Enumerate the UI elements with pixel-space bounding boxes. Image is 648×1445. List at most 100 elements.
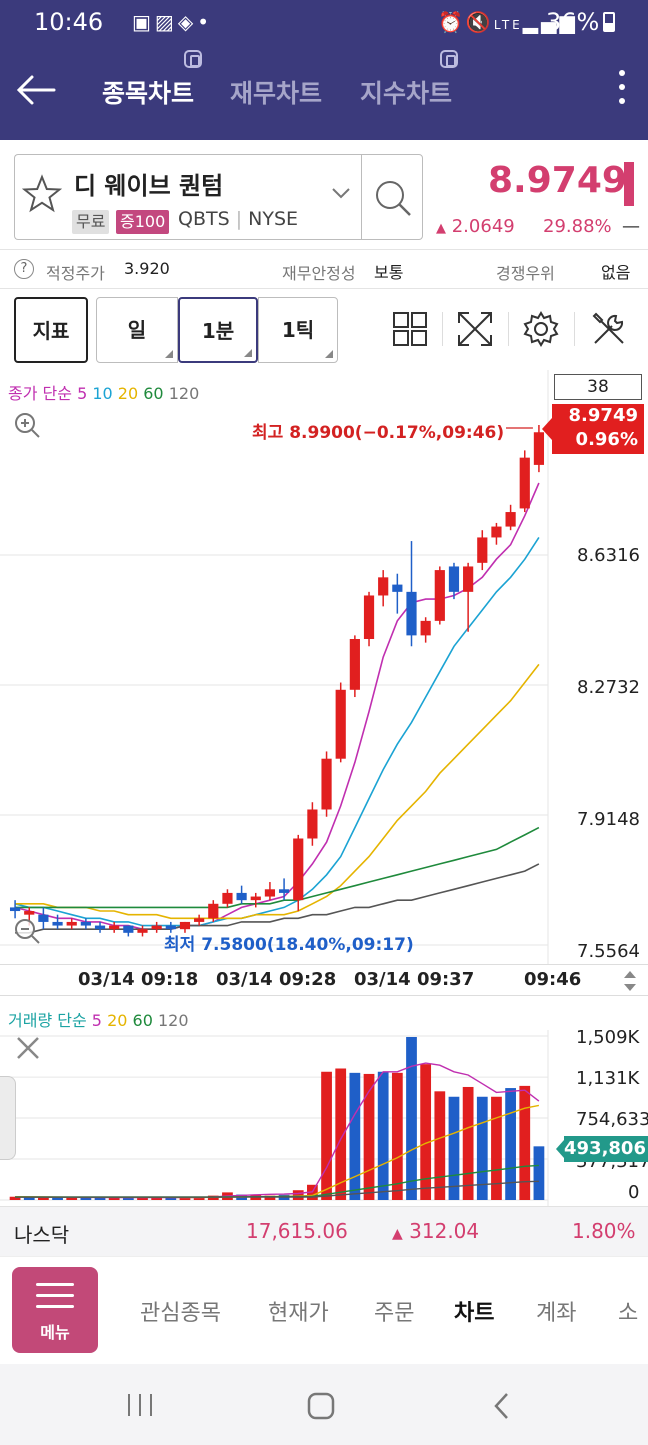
candle <box>505 504 516 531</box>
lte-icon: LTE <box>493 18 523 32</box>
tab-index-chart[interactable]: 지수차트 <box>360 79 453 108</box>
nav-chart[interactable]: 차트 <box>454 1301 495 1326</box>
tools-icon[interactable] <box>590 310 628 348</box>
nav-watchlist[interactable]: 관심종목 <box>140 1301 221 1326</box>
bottom-nav <box>0 1256 648 1364</box>
candle <box>80 918 91 930</box>
volume-bar <box>264 1195 276 1200</box>
grid-icon[interactable] <box>391 310 429 348</box>
candle-body <box>491 526 502 538</box>
home-icon[interactable] <box>306 1391 336 1421</box>
zoom-out-icon[interactable] <box>12 916 42 946</box>
moving-average-60 <box>15 826 540 909</box>
volume-bar <box>66 1197 78 1200</box>
nav-order[interactable]: 주문 <box>374 1301 415 1326</box>
period-1tick-button[interactable]: 1틱 <box>258 297 338 363</box>
free-badge: 무료 <box>72 210 110 234</box>
candle-body <box>250 896 261 901</box>
high-price-label: 최고 8.9900(−0.17%,09:46) <box>252 423 505 443</box>
candle <box>406 541 417 647</box>
candle <box>519 450 530 513</box>
candle-body <box>109 925 120 930</box>
volume-bar <box>377 1071 389 1200</box>
candle-body <box>420 620 431 636</box>
scroll-arrows-icon[interactable] <box>620 968 640 994</box>
volume-bar <box>519 1085 531 1200</box>
volume-bar <box>462 1086 474 1200</box>
volume-bar <box>108 1197 120 1200</box>
volume-bar <box>151 1197 163 1200</box>
side-drawer-handle[interactable] <box>0 1076 16 1160</box>
nav-more[interactable]: 소 <box>618 1301 639 1326</box>
legend-vma60: 60 <box>132 1011 153 1030</box>
candle-count[interactable]: 38 <box>554 374 642 400</box>
volume-bar <box>533 1146 545 1200</box>
volume-bar <box>9 1196 21 1200</box>
period-day-button[interactable]: 일 <box>96 297 178 363</box>
volume-bar <box>23 1197 35 1200</box>
volume-y-label: 0 <box>628 1182 640 1203</box>
volume-bar <box>137 1197 148 1200</box>
candle <box>38 907 49 930</box>
candle-body <box>80 921 91 926</box>
period-1min-button[interactable]: 1분 <box>178 297 258 363</box>
legend-vma20: 20 <box>107 1011 128 1030</box>
up-triangle-icon: ▲ <box>392 1226 403 1242</box>
x-axis-label: 09:46 <box>524 969 582 990</box>
settings-icon[interactable] <box>522 310 560 348</box>
candle <box>463 562 474 632</box>
candle-body <box>165 925 176 930</box>
tab-badge-icon <box>184 50 202 68</box>
chevron-down-icon[interactable] <box>330 186 352 200</box>
candle-body <box>222 892 233 904</box>
tab-stock-chart[interactable]: 종목차트 <box>102 79 195 108</box>
candle-body <box>349 639 360 690</box>
candle-body <box>321 758 332 810</box>
battery-percent: 36% <box>546 8 600 36</box>
price-change: ▲ 2.0649 <box>436 216 515 237</box>
menu-button[interactable]: 메뉴 <box>12 1267 98 1353</box>
candle-body <box>363 595 375 640</box>
last-price-value: 8.9749 <box>568 405 638 426</box>
indicator-button[interactable]: 지표 <box>14 297 88 363</box>
candle <box>491 522 502 545</box>
index-ticker-bar[interactable] <box>0 1206 648 1256</box>
app-icon: ◈ <box>177 10 198 34</box>
help-icon[interactable]: ? <box>14 259 34 279</box>
period-1min-label: 1분 <box>201 319 235 343</box>
candle <box>335 682 346 763</box>
close-icon[interactable] <box>14 1034 42 1062</box>
candle <box>179 921 191 933</box>
y-axis-label: 7.5564 <box>577 941 640 962</box>
nav-current-price[interactable]: 현재가 <box>268 1301 329 1326</box>
candle <box>222 889 233 908</box>
candle <box>392 573 403 614</box>
back-arrow-icon[interactable] <box>14 68 58 112</box>
volume-bar <box>321 1071 332 1200</box>
candle-body <box>392 584 403 592</box>
competition-value: 없음 <box>601 263 631 282</box>
more-menu-icon[interactable] <box>612 70 632 114</box>
candle-body <box>179 921 191 930</box>
y-axis-label: 8.2732 <box>577 677 640 698</box>
moving-average-5 <box>14 482 540 931</box>
zoom-in-icon[interactable] <box>12 410 42 440</box>
nav-account[interactable]: 계좌 <box>536 1301 577 1326</box>
candle <box>137 925 148 937</box>
recent-apps-icon[interactable] <box>126 1392 154 1418</box>
candle-body <box>94 925 106 930</box>
volume-bar <box>391 1072 403 1200</box>
search-button[interactable] <box>361 154 423 240</box>
expand-icon[interactable] <box>456 310 494 348</box>
star-icon[interactable] <box>22 174 62 214</box>
y-axis-label: 8.6316 <box>577 545 640 566</box>
tab-financial-chart[interactable]: 재무차트 <box>230 79 323 108</box>
volume-bar <box>165 1197 177 1200</box>
price-chart[interactable] <box>0 370 648 964</box>
candle-body <box>519 457 530 509</box>
back-icon[interactable] <box>490 1391 514 1421</box>
search-icon <box>376 181 411 216</box>
volume-chart[interactable] <box>0 1030 648 1206</box>
volume-bar <box>448 1096 460 1200</box>
candle <box>264 882 276 901</box>
